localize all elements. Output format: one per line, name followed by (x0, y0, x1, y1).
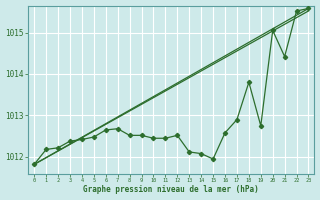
X-axis label: Graphe pression niveau de la mer (hPa): Graphe pression niveau de la mer (hPa) (84, 185, 259, 194)
